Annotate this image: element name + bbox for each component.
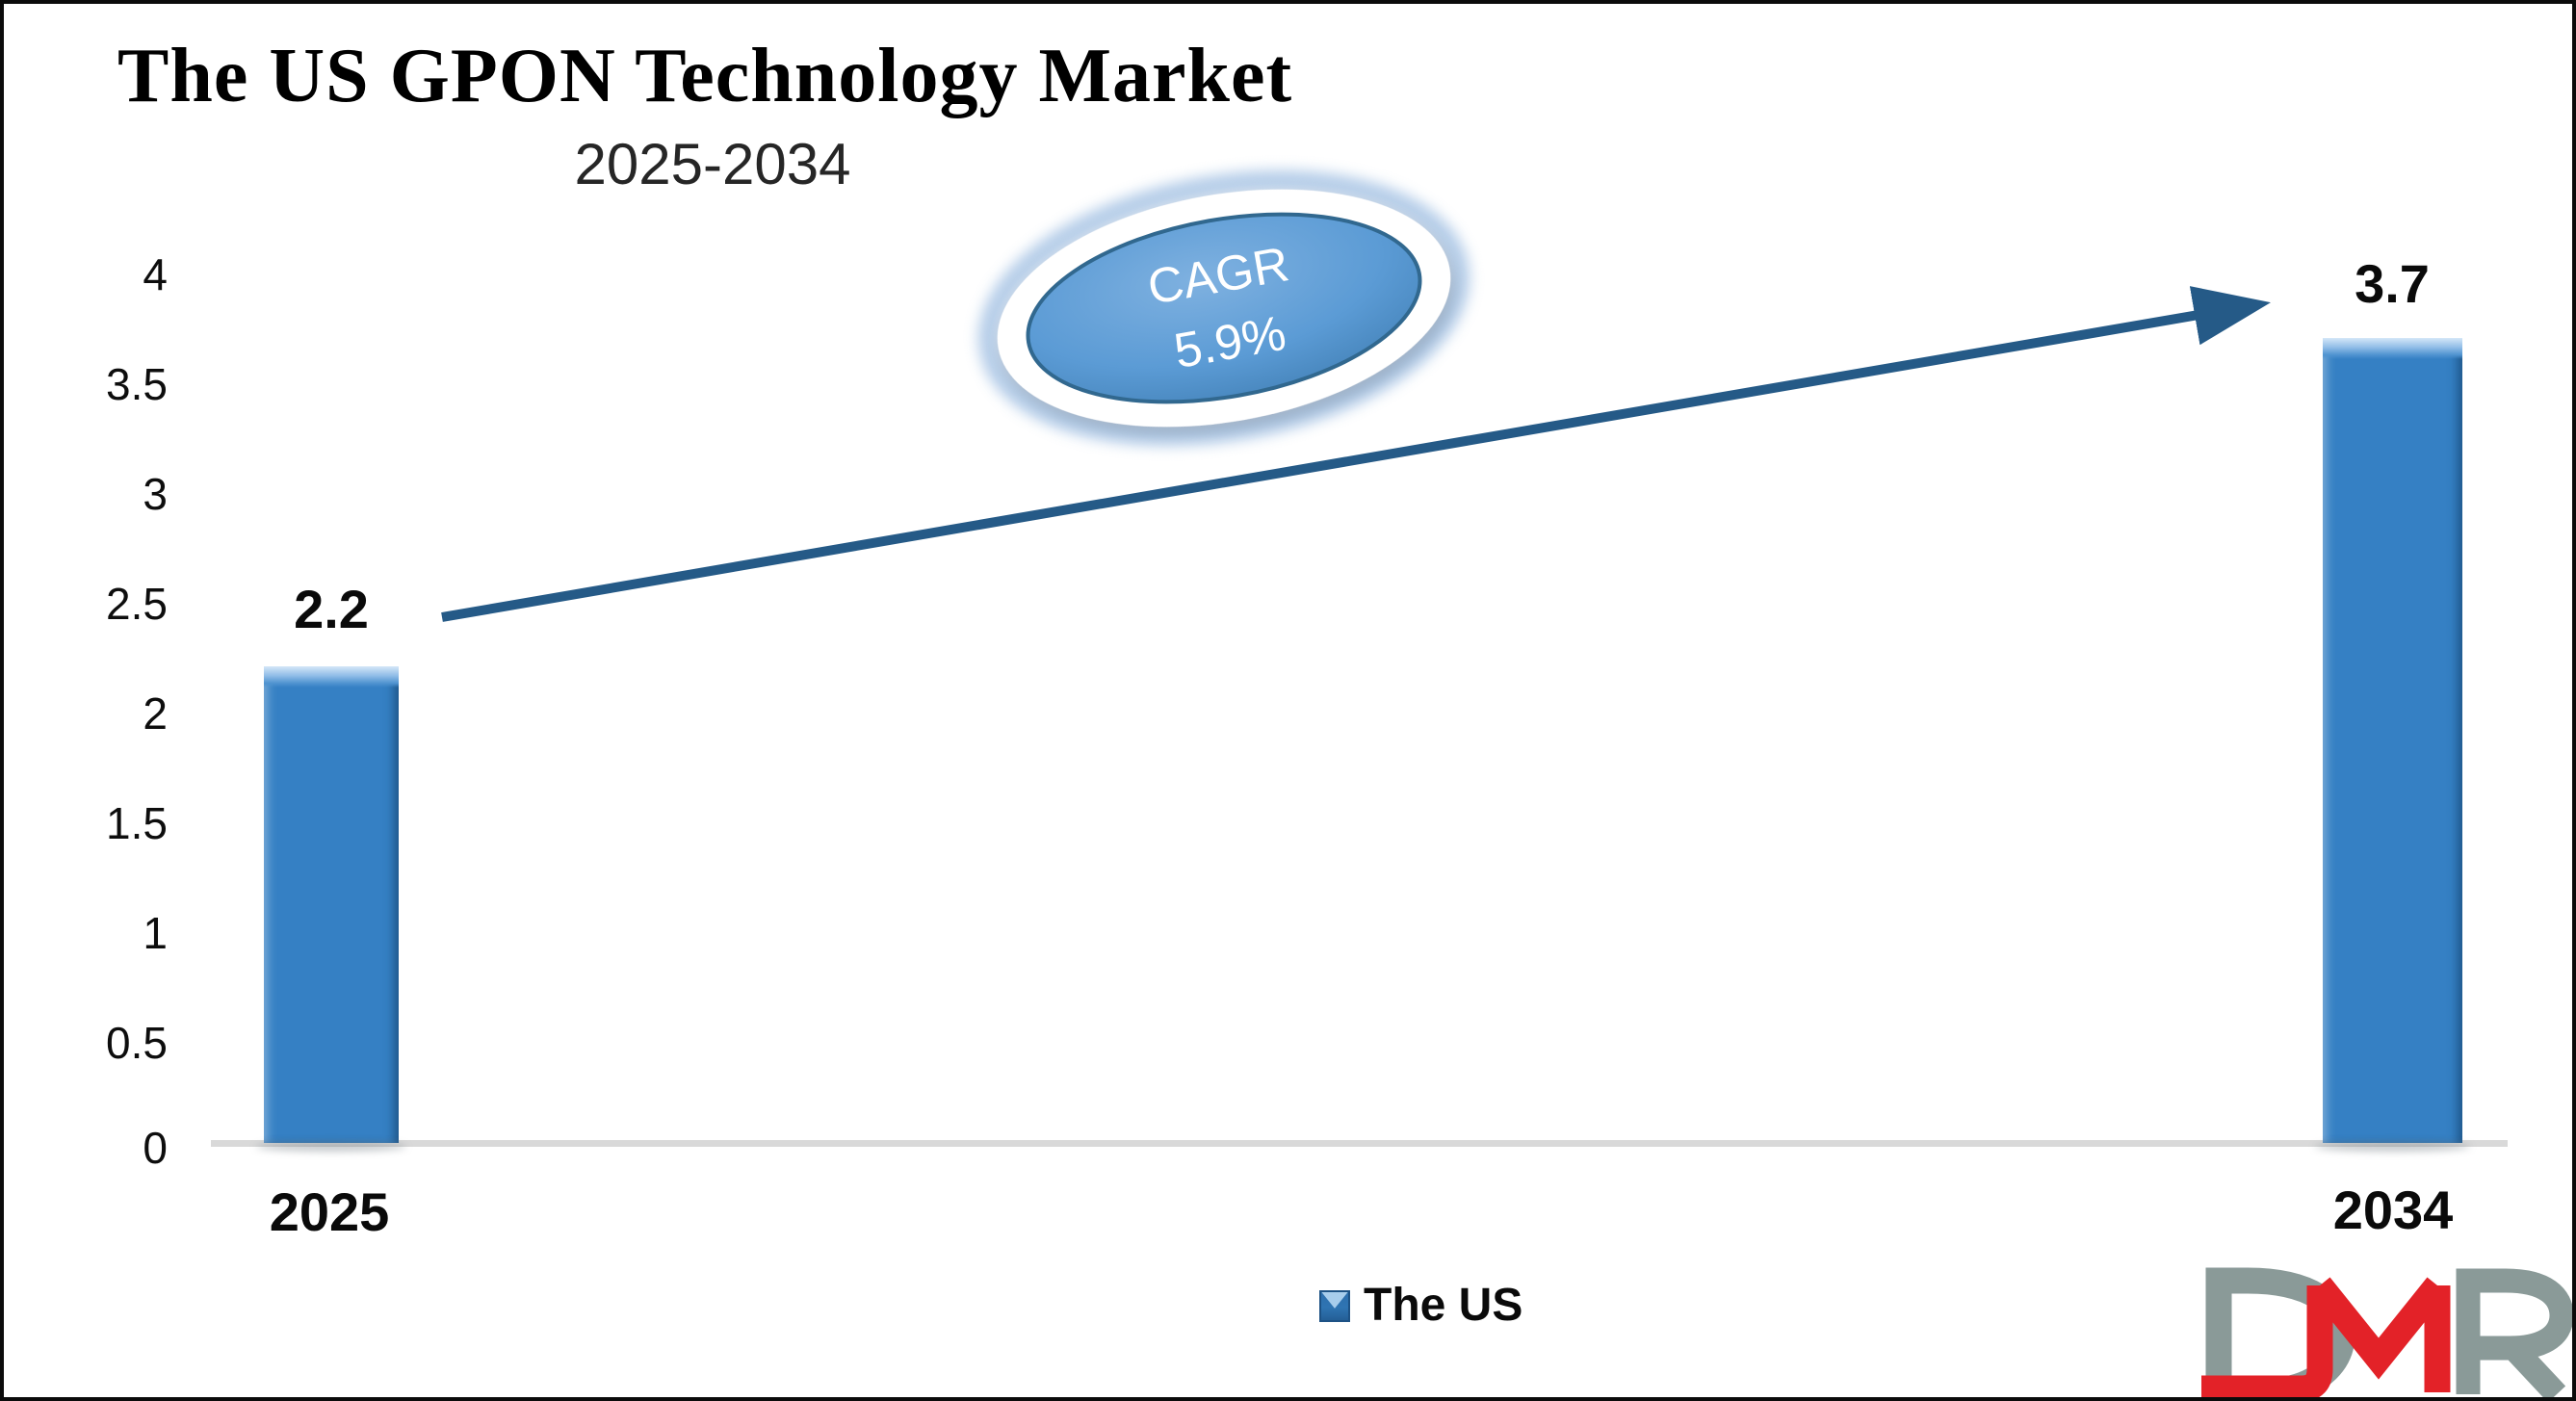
legend: The US — [1319, 1277, 1522, 1335]
bar-label-2034: 3.7 — [2355, 253, 2430, 314]
bar-label-2025: 2.2 — [294, 579, 369, 639]
cagr-badge-ring — [997, 189, 1451, 428]
cagr-badge-line1: CAGR — [1143, 236, 1292, 315]
y-tick-0: 0 — [143, 1123, 168, 1173]
cagr-badge: CAGR 5.9% — [977, 169, 1470, 447]
cagr-badge-line2: 5.9% — [1170, 305, 1289, 378]
growth-arrow — [441, 286, 2271, 622]
chart-title: The US GPON Technology Market — [117, 34, 1293, 118]
y-tick-1-5: 1.5 — [106, 798, 168, 848]
bar-2034 — [2323, 338, 2462, 1143]
logo-letter-r — [2456, 1268, 2572, 1397]
cagr-badge-glow — [977, 169, 1470, 447]
x-label-2025: 2025 — [269, 1181, 390, 1242]
y-tick-0-5: 0.5 — [106, 1018, 168, 1068]
logo-letter-m — [2201, 1277, 2451, 1397]
bar-2025 — [264, 666, 399, 1143]
legend-label: The US — [1364, 1280, 1523, 1331]
x-label-2034: 2034 — [2332, 1180, 2454, 1240]
y-tick-2: 2 — [143, 688, 168, 739]
y-tick-2-5: 2.5 — [106, 579, 168, 629]
legend-marker-icon — [1319, 1289, 1350, 1322]
y-tick-1: 1 — [143, 908, 168, 958]
x-axis-line — [211, 1140, 2508, 1147]
chart-subtitle: 2025-2034 — [574, 132, 851, 196]
dmr-logo-graphic — [2201, 1267, 2572, 1397]
dmr-logo — [2188, 1265, 2572, 1397]
cagr-badge-body — [1026, 212, 1422, 404]
y-tick-3-5: 3.5 — [106, 359, 168, 409]
y-tick-3: 3 — [143, 469, 168, 519]
y-tick-4: 4 — [143, 249, 168, 299]
